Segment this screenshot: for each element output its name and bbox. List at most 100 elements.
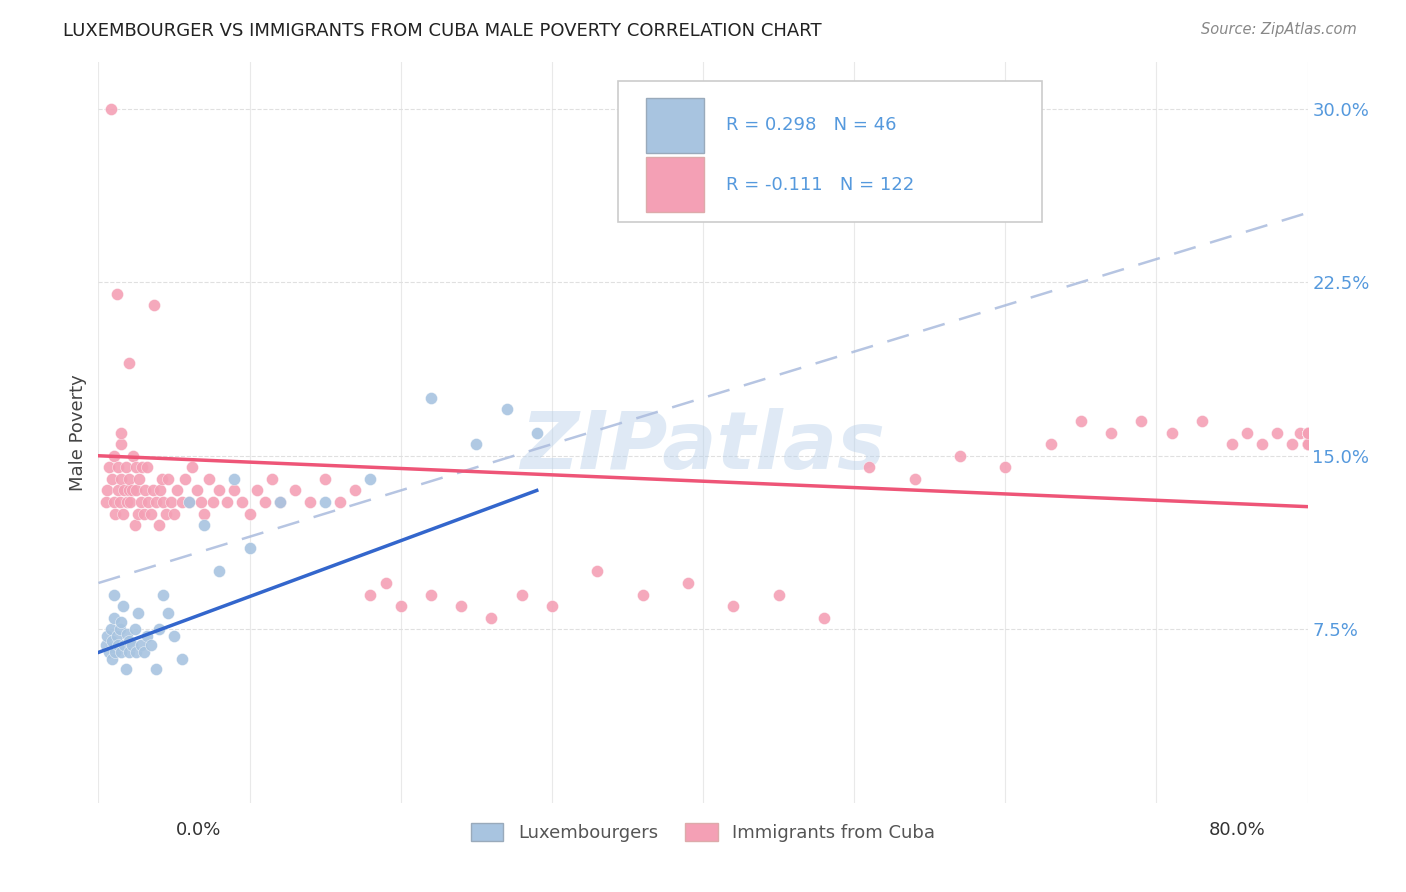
Point bbox=[124, 518, 146, 533]
Point bbox=[389, 599, 412, 614]
Point bbox=[112, 639, 135, 653]
Point bbox=[148, 518, 170, 533]
Text: 0.0%: 0.0% bbox=[176, 821, 221, 838]
Point bbox=[101, 652, 124, 666]
Point bbox=[450, 599, 472, 614]
Point bbox=[284, 483, 307, 498]
Point bbox=[208, 483, 231, 498]
Point bbox=[103, 588, 125, 602]
Point bbox=[107, 483, 129, 498]
Point bbox=[768, 588, 790, 602]
Point bbox=[103, 495, 125, 509]
Point bbox=[124, 622, 146, 636]
Point bbox=[1296, 437, 1319, 451]
Point bbox=[107, 460, 129, 475]
Point bbox=[114, 662, 136, 676]
Point bbox=[269, 495, 291, 509]
Point bbox=[105, 629, 128, 643]
Text: 80.0%: 80.0% bbox=[1209, 821, 1265, 838]
Point bbox=[181, 460, 204, 475]
Point bbox=[170, 652, 193, 666]
Point bbox=[540, 599, 562, 614]
Point bbox=[98, 460, 121, 475]
Point bbox=[1296, 437, 1319, 451]
Point bbox=[374, 576, 396, 591]
Point bbox=[101, 472, 124, 486]
Point bbox=[1130, 414, 1153, 428]
Point bbox=[111, 507, 134, 521]
FancyBboxPatch shape bbox=[619, 81, 1042, 221]
Point bbox=[190, 495, 212, 509]
Point bbox=[131, 460, 153, 475]
Point bbox=[110, 472, 132, 486]
Point bbox=[141, 507, 163, 521]
Point bbox=[994, 460, 1017, 475]
Point bbox=[1251, 437, 1274, 451]
Point bbox=[152, 588, 174, 602]
Point bbox=[163, 507, 186, 521]
Point bbox=[179, 495, 201, 509]
Point bbox=[904, 472, 927, 486]
Point bbox=[125, 483, 148, 498]
Point bbox=[465, 437, 488, 451]
Point bbox=[262, 472, 284, 486]
Point bbox=[120, 495, 142, 509]
Point bbox=[148, 622, 170, 636]
Point bbox=[1296, 425, 1319, 440]
Point bbox=[96, 629, 118, 643]
Point bbox=[118, 645, 141, 659]
Point bbox=[1296, 425, 1319, 440]
Point bbox=[110, 615, 132, 630]
Point bbox=[231, 495, 253, 509]
Point bbox=[129, 495, 152, 509]
Point bbox=[145, 662, 167, 676]
Point bbox=[136, 495, 159, 509]
Point bbox=[253, 495, 276, 509]
Point bbox=[1191, 414, 1213, 428]
Point bbox=[94, 495, 117, 509]
Point bbox=[103, 449, 125, 463]
Point bbox=[105, 286, 128, 301]
Point bbox=[208, 565, 231, 579]
Point bbox=[1289, 425, 1312, 440]
Point bbox=[215, 495, 238, 509]
Point bbox=[1160, 425, 1182, 440]
Point bbox=[1267, 425, 1289, 440]
Point bbox=[121, 483, 143, 498]
Point bbox=[125, 460, 148, 475]
Point bbox=[246, 483, 269, 498]
Point bbox=[858, 460, 880, 475]
Point bbox=[186, 483, 208, 498]
Point bbox=[152, 495, 174, 509]
Point bbox=[114, 460, 136, 475]
Point bbox=[1070, 414, 1092, 428]
Point bbox=[127, 507, 149, 521]
Point bbox=[110, 437, 132, 451]
Point bbox=[103, 610, 125, 624]
Point bbox=[111, 599, 134, 614]
Point bbox=[1099, 425, 1122, 440]
Point bbox=[142, 483, 165, 498]
Point bbox=[329, 495, 352, 509]
Point bbox=[420, 588, 443, 602]
Point bbox=[129, 639, 152, 653]
Point bbox=[495, 402, 517, 417]
Point bbox=[193, 507, 215, 521]
Point bbox=[96, 483, 118, 498]
Legend: Luxembourgers, Immigrants from Cuba: Luxembourgers, Immigrants from Cuba bbox=[464, 815, 942, 849]
Point bbox=[112, 483, 135, 498]
Text: R = 0.298   N = 46: R = 0.298 N = 46 bbox=[725, 116, 897, 135]
Point bbox=[156, 472, 179, 486]
Point bbox=[1296, 425, 1319, 440]
Point bbox=[1296, 425, 1319, 440]
Point bbox=[101, 633, 124, 648]
Point bbox=[110, 645, 132, 659]
Text: Source: ZipAtlas.com: Source: ZipAtlas.com bbox=[1201, 22, 1357, 37]
Point bbox=[197, 472, 219, 486]
Point bbox=[160, 495, 183, 509]
Point bbox=[586, 565, 609, 579]
Point bbox=[122, 449, 145, 463]
Point bbox=[179, 495, 201, 509]
Point bbox=[949, 449, 972, 463]
Point bbox=[1296, 437, 1319, 451]
